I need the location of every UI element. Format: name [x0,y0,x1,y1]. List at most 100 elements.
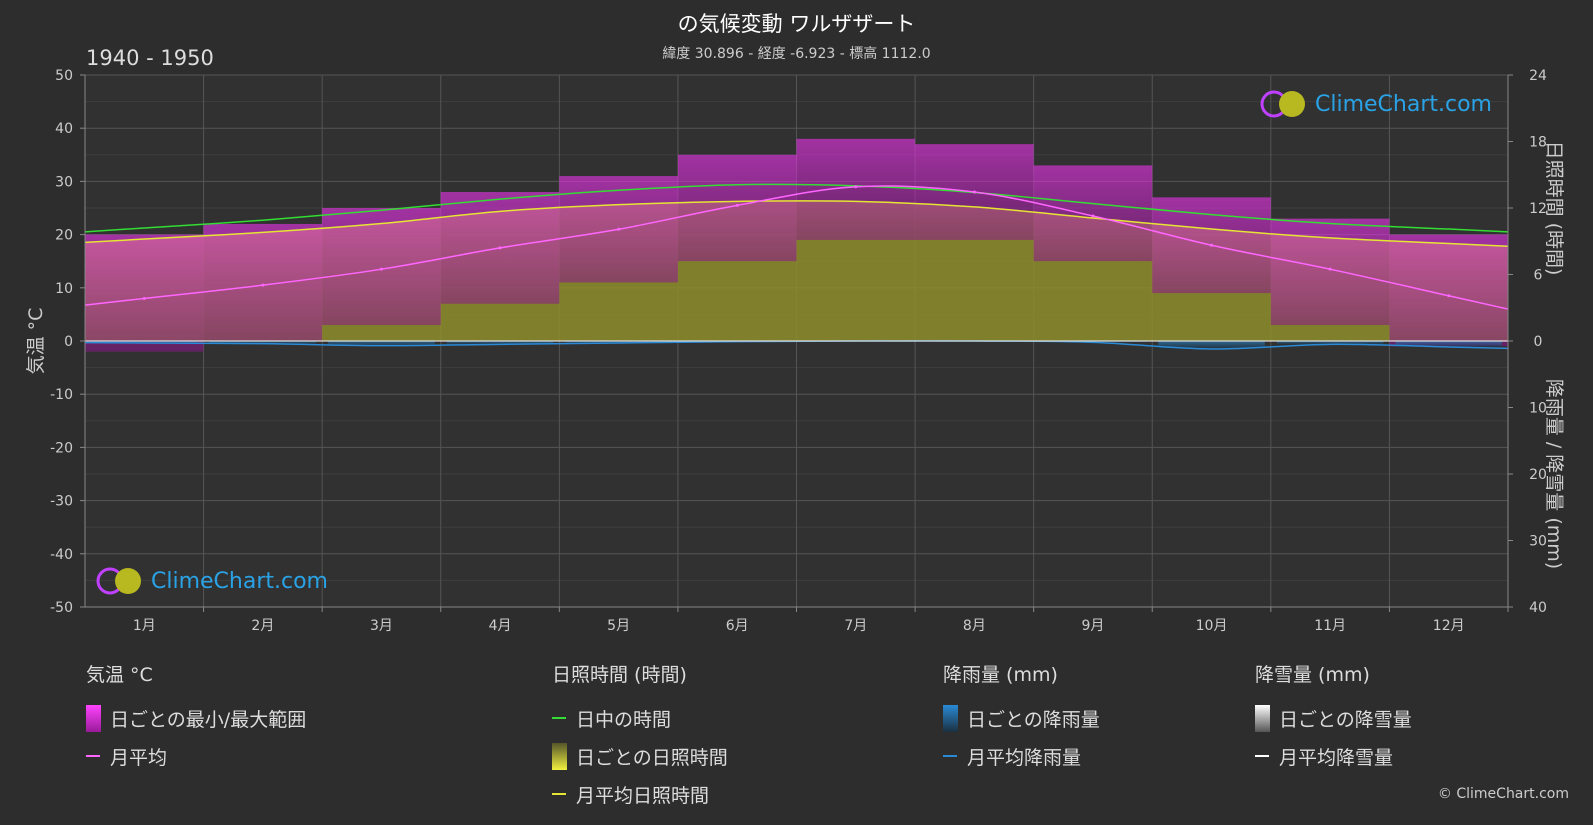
tick-label-right-bottom: 10 [1529,401,1547,417]
logo-bottom[interactable]: ClimeChart.com [95,565,328,597]
temp-range-bar [677,154,797,262]
tick-label-left: -10 [50,387,73,403]
legend-rain-mean-label: 月平均降雨量 [967,746,1082,769]
legend-sunshine: 日照時間 (時間) 日中の時間 日ごとの日照時間 月平均日照時間 [552,660,728,813]
tick-label-right-top: 0 [1534,334,1543,350]
legend-rain-daily: 日ごとの降雨量 [943,699,1100,737]
legend-sun-daily: 日ごとの日照時間 [552,737,728,775]
climechart-logo-icon [96,567,141,595]
tick-label-left: 20 [55,228,73,244]
legend-snow: 降雪量 (mm) 日ごとの降雪量 月平均降雪量 [1255,660,1412,775]
tick-label-right-top: 24 [1529,68,1547,84]
legend-temp-range-label: 日ごとの最小/最大範囲 [110,708,307,731]
legend-snow-mean: 月平均降雪量 [1255,737,1412,775]
month-label: 4月 [489,618,512,634]
rain-bar [91,341,198,343]
copyright-text: © ClimeChart.com [1437,786,1569,802]
axis-title-right-bottom: 降雨量 / 降雪量 (mm) [1543,379,1565,569]
tick-label-right-top: 12 [1529,201,1547,217]
month-label: 9月 [1081,618,1104,634]
month-label: 11月 [1314,618,1346,634]
temp-range-bar [796,138,916,240]
month-label: 8月 [963,618,986,634]
legend-sun-daily-label: 日ごとの日照時間 [576,746,728,769]
legend-snow-daily: 日ごとの降雪量 [1255,699,1412,737]
legend-temp-mean-label: 月平均 [110,746,168,769]
tick-label-left: -40 [50,547,73,563]
logo-text: ClimeChart.com [1315,91,1492,117]
month-label: 1月 [133,618,156,634]
month-label: 3月 [370,618,393,634]
tick-label-right-top: 18 [1529,135,1547,151]
temp-range-bar [203,223,323,341]
month-label: 12月 [1433,618,1465,634]
rain-bar [328,341,435,346]
climechart-logo-icon [1260,90,1305,118]
tick-label-left: 0 [64,334,73,350]
legend-sun-mean: 月平均日照時間 [552,775,728,813]
rain-mean-swatch [943,755,957,757]
temp-mean-point [617,227,621,231]
temp-mean-point [1447,294,1451,298]
legend-rain-header: 降雨量 (mm) [943,664,1058,686]
tick-label-right-bottom: 30 [1529,534,1547,550]
rain-bar [209,341,317,344]
temp-mean-point [261,283,265,287]
tick-label-left: 50 [55,68,73,84]
chart-title: の気候変動 ワルザザート [677,12,916,36]
rain-bar [1395,341,1502,347]
rain-bar [565,341,672,343]
temp-mean-point [735,203,739,207]
axis-title-left: 気温 °C [25,308,47,375]
month-label: 6月 [726,618,749,634]
climate-chart: 50 40 30 20 10 0 -10 -20 -30 -40 -50 24 18 12 6 0 10 20 30… [25,68,1565,634]
rain-daily-swatch [943,704,958,732]
temp-range-bar [1389,234,1508,347]
temp-mean-point [1210,243,1214,247]
temp-mean-point [1328,267,1332,271]
temp-range-bar [1270,218,1390,326]
legend-rain-daily-label: 日ごとの降雨量 [967,708,1100,731]
month-label: 5月 [607,618,630,634]
temp-mean-line [84,185,1509,310]
daylight-swatch [552,717,566,719]
axis-title-right-top: 日照時間 (時間) [1543,141,1565,276]
tick-label-left: 40 [55,121,73,137]
temp-range-swatch [86,704,101,732]
temp-range-bar [1033,165,1153,262]
legend-temp-mean: 月平均 [86,737,306,775]
legend-snow-mean-label: 月平均降雪量 [1279,746,1394,769]
temp-mean-point [498,246,502,250]
sunshine-mean-swatch [552,793,566,795]
temp-mean-swatch [86,755,100,757]
sunshine-daily-swatch [552,742,567,770]
logo-top[interactable]: ClimeChart.com [1259,88,1492,120]
tick-label-left: -20 [50,440,73,456]
sunshine-mean-line [84,200,1509,247]
logo-text: ClimeChart.com [151,568,328,594]
tick-label-left: -30 [50,494,73,510]
chart-subtitle: 緯度 30.896 - 経度 -6.923 - 標高 1112.0 [662,46,931,62]
month-label: 2月 [251,618,274,634]
daylight-line [84,183,1509,233]
tick-label-right-top: 6 [1534,268,1543,284]
legend-sun-mean-label: 月平均日照時間 [576,784,710,807]
tick-label-left: 10 [55,281,73,297]
snow-mean-swatch [1255,755,1269,757]
legend-temp-range: 日ごとの最小/最大範囲 [86,699,306,737]
legend-rain: 降雨量 (mm) 日ごとの降雨量 月平均降雨量 [943,660,1100,775]
temp-range-bar [322,208,441,326]
rain-bar [1158,341,1265,349]
snow-daily-swatch [1255,704,1270,732]
temp-mean-point [142,296,146,300]
temp-mean-point [1091,214,1095,218]
rain-bar [446,341,554,345]
tick-label-left: -50 [50,600,73,616]
month-label: 10月 [1196,618,1228,634]
legend-sun-header: 日照時間 (時間) [552,664,687,686]
legend-rain-mean: 月平均降雨量 [943,737,1100,775]
temp-range-bar [85,234,204,352]
month-label: 7月 [844,618,867,634]
legend-temperature: 気温 °C 日ごとの最小/最大範囲 月平均 [86,660,306,775]
temp-mean-point [972,190,976,194]
